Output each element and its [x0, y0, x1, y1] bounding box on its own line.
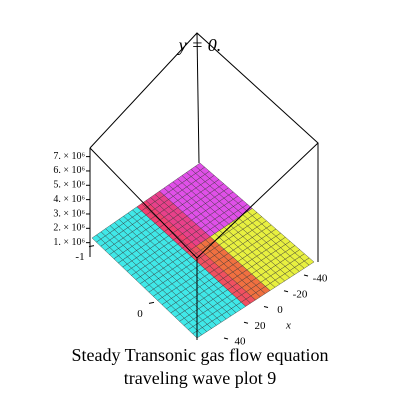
- x-tick-label: 40: [235, 336, 247, 348]
- x-tick: [263, 306, 269, 308]
- x-tick-label: 0: [277, 304, 283, 316]
- z-tick-label: 1. × 10⁶: [53, 237, 85, 248]
- x-tick: [223, 337, 229, 340]
- x-tick-label: -20: [293, 288, 308, 300]
- surface-cell: [304, 257, 315, 266]
- z-tick-label: 3. × 10⁶: [53, 208, 85, 219]
- x-tick: [283, 290, 289, 293]
- z-tick-label: 2. × 10⁶: [53, 223, 85, 234]
- t-tick-label: 0: [137, 308, 143, 320]
- x-axis-label: x: [285, 320, 291, 332]
- chart-title: y = 0.: [177, 35, 222, 55]
- surface: [91, 162, 315, 339]
- x-tick: [303, 274, 309, 277]
- t-tick: [148, 301, 155, 304]
- caption: traveling wave plot 9: [124, 368, 276, 388]
- box-edge: [196, 32, 200, 164]
- x-tick-label: -40: [313, 273, 328, 285]
- x-tick-label: 20: [255, 320, 267, 332]
- x-tick: [243, 321, 249, 324]
- caption: Steady Transonic gas flow equation: [72, 345, 329, 365]
- z-tick-label: 7. × 10⁶: [53, 151, 85, 162]
- z-tick-label: 6. × 10⁶: [53, 165, 85, 176]
- t-tick: [88, 245, 95, 248]
- z-tick-label: 5. × 10⁶: [53, 180, 85, 191]
- t-tick-label: -1: [75, 251, 84, 263]
- z-tick-label: 4. × 10⁶: [53, 194, 85, 205]
